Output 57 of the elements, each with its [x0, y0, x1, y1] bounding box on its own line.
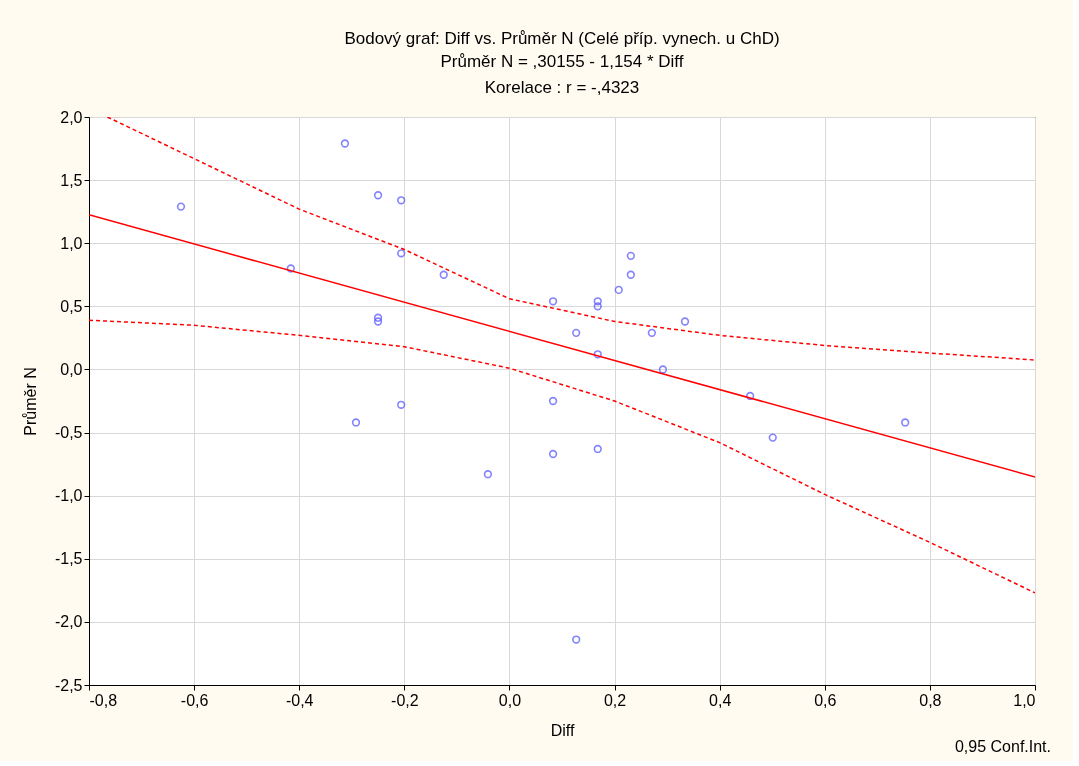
point [680, 317, 690, 326]
y-axis-title: Průměr N [21, 367, 39, 436]
point [593, 297, 602, 306]
text: 0,95 Conf.Int. [954, 738, 1051, 755]
point [373, 191, 383, 200]
y-tick-label: -2,5 [54, 676, 83, 694]
point [397, 249, 406, 258]
point [647, 328, 657, 337]
point [745, 391, 755, 401]
point [397, 196, 406, 205]
point [626, 270, 635, 279]
x-tick-label: 0,8 [919, 691, 942, 709]
point [340, 139, 350, 148]
x-tick-label: -0,6 [180, 691, 209, 709]
x-tick-label: 1,0 [1013, 691, 1036, 709]
point [286, 264, 295, 273]
point [593, 350, 602, 359]
point [593, 444, 602, 454]
y-tick-label: 0,0 [60, 360, 83, 378]
x-tick-label: 0,2 [603, 691, 627, 709]
point [548, 396, 558, 406]
x-tick-label: -0,2 [391, 691, 419, 709]
point [901, 418, 910, 427]
point [439, 270, 448, 279]
chart-subtitle: Průměr N = ,30155 - 1,154 * Diff Korelace : r = -,4323 [440, 52, 684, 97]
point [373, 317, 383, 326]
point [768, 433, 777, 442]
point [626, 251, 635, 260]
x-tick-label: 0,0 [498, 691, 522, 709]
x-tick-label: 0,6 [814, 691, 837, 709]
point [572, 328, 581, 337]
line-series [106, 117, 1035, 361]
point [593, 302, 602, 311]
y-tick-label: 0,5 [60, 297, 83, 315]
y-tick-label: -2,0 [54, 613, 83, 631]
line-series [89, 319, 1035, 594]
y-tick-label: 1,5 [60, 171, 83, 189]
y-tick-label: -1,0 [54, 487, 83, 505]
point [397, 400, 406, 409]
x-tick-label: -0,4 [285, 691, 314, 709]
point [483, 470, 493, 479]
point [548, 449, 558, 459]
point [351, 418, 361, 427]
y-tick-label: 1,0 [60, 234, 83, 252]
y-tick-label: -1,5 [54, 550, 83, 568]
point [176, 202, 186, 211]
y-tick-label: 2,0 [60, 108, 83, 126]
point [373, 313, 383, 322]
chart-title: Bodový graf: Diff vs. Průměr N (Celé příp. vynech. u ChD) [344, 29, 780, 48]
y-tick-label: -0,5 [54, 424, 83, 442]
point [548, 297, 558, 306]
point [572, 635, 581, 644]
point [614, 285, 623, 295]
x-axis-title: Diff [550, 721, 575, 739]
x-tick-label: -0,8 [89, 691, 118, 709]
point [658, 365, 668, 374]
x-tick-label: 0,4 [709, 691, 732, 709]
